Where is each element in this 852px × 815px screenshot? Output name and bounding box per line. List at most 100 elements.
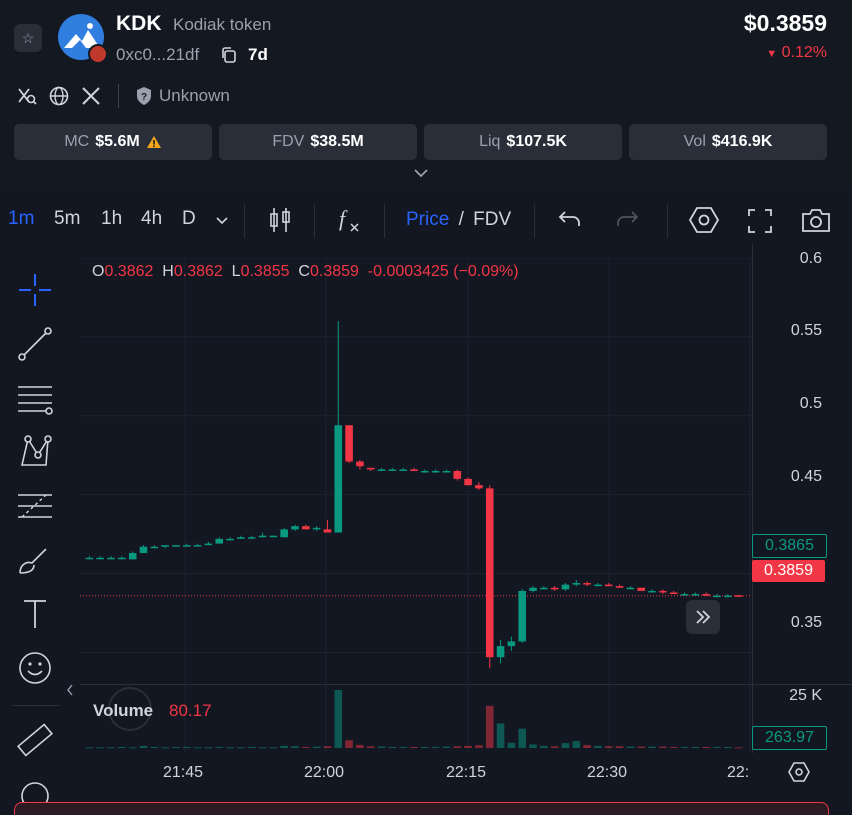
time-tick: 22:00	[304, 764, 345, 781]
price-toggle[interactable]: Price	[406, 209, 450, 230]
candle-body	[453, 471, 462, 479]
volume-bar	[680, 746, 689, 748]
search-x-icon[interactable]	[16, 85, 38, 107]
volume-tick: 25 K	[789, 687, 822, 704]
fullscreen-icon[interactable]	[746, 207, 774, 235]
volume-bar	[237, 747, 245, 749]
interval-1h[interactable]: 1h	[101, 208, 123, 229]
candle-body	[496, 646, 505, 658]
bottom-panel-edge	[14, 802, 829, 815]
stat-liq[interactable]: Liq $107.5K	[424, 124, 622, 160]
stat-mc[interactable]: MC $5.6M	[14, 124, 212, 160]
audit-status[interactable]: ? Unknown	[135, 86, 230, 106]
volume-bar	[312, 746, 321, 748]
volume-bar	[431, 746, 440, 748]
audit-status-label: Unknown	[159, 86, 230, 105]
candle-body	[518, 590, 526, 642]
camera-icon[interactable]	[800, 206, 832, 234]
interval-d[interactable]: D	[182, 208, 196, 229]
candlestick-chart[interactable]	[80, 258, 752, 753]
volume-bar	[648, 746, 656, 748]
ohlc-legend: O0.3862 H0.3862 L0.3855 C0.3859 -0.00034…	[92, 263, 519, 281]
fdv-toggle[interactable]: FDV	[473, 209, 512, 230]
stat-value: $5.6M	[95, 133, 140, 150]
price-fdv-toggle[interactable]: Price / FDV	[406, 209, 511, 231]
indicators-icon[interactable]: f	[336, 204, 364, 236]
toolbar-divider	[244, 204, 245, 238]
candle-body	[464, 478, 472, 486]
price-tick: 0.45	[790, 468, 822, 485]
redo-icon[interactable]	[614, 208, 640, 230]
pattern-icon[interactable]	[16, 433, 54, 471]
candle-body	[334, 425, 343, 533]
ruler-icon[interactable]	[16, 721, 54, 759]
stat-key: Liq	[479, 133, 501, 150]
candle-body	[215, 538, 224, 544]
volume-bar	[615, 746, 624, 748]
volume-bar	[247, 746, 256, 748]
interval-1m[interactable]: 1m	[8, 208, 35, 229]
candle-body	[723, 595, 732, 598]
current-price-tag: 0.3859	[752, 560, 825, 582]
candle-body	[345, 425, 353, 462]
stat-fdv[interactable]: FDV $38.5M	[219, 124, 417, 160]
volume-bar	[150, 746, 159, 748]
chevron-down-icon[interactable]	[412, 166, 430, 180]
interval-4h[interactable]: 4h	[141, 208, 163, 229]
candle-body	[507, 641, 516, 647]
price-tick: 0.6	[799, 250, 822, 267]
candle-body	[323, 529, 332, 533]
volume-label: Volume	[93, 701, 154, 720]
volume-bar	[96, 747, 105, 749]
stat-vol[interactable]: Vol $416.9K	[629, 124, 827, 160]
candle-body	[421, 471, 429, 473]
collapse-chevron-icon[interactable]	[66, 683, 74, 697]
volume-bar	[345, 740, 353, 748]
time-tick: 21:45	[163, 764, 204, 781]
copy-icon[interactable]	[220, 46, 238, 64]
divider	[118, 84, 119, 108]
crosshair-icon[interactable]	[16, 271, 54, 309]
settings-hex-icon[interactable]	[688, 206, 720, 234]
candles-icon[interactable]	[268, 206, 292, 234]
volume-bar	[540, 745, 548, 748]
volume-bar	[161, 747, 169, 749]
ohlc-high: 0.3862	[173, 263, 223, 280]
horizontal-lines-icon[interactable]	[16, 379, 54, 417]
token-logo	[58, 14, 104, 60]
interval-5m[interactable]: 5m	[54, 208, 81, 229]
favorite-star-button[interactable]: ☆	[14, 24, 42, 52]
axis-settings-icon[interactable]	[787, 760, 811, 784]
volume-bar	[572, 740, 581, 748]
fib-retracement-icon[interactable]	[16, 487, 54, 525]
volume-bar	[334, 690, 343, 748]
globe-icon[interactable]	[48, 85, 70, 107]
volume-bar	[475, 745, 483, 748]
candle-body	[431, 471, 440, 473]
token-price: $0.3859	[743, 10, 827, 36]
volume-bar	[626, 746, 635, 748]
price-change: ▼ 0.12%	[766, 44, 827, 62]
text-tool-icon[interactable]	[16, 595, 54, 633]
volume-bar	[128, 747, 137, 749]
brush-icon[interactable]	[16, 541, 54, 579]
volume-bar	[377, 746, 386, 748]
candle-body	[594, 584, 602, 587]
x-twitter-icon[interactable]	[80, 85, 102, 107]
emoji-icon[interactable]	[16, 649, 54, 687]
volume-bar	[637, 746, 645, 748]
interval-dropdown-icon[interactable]	[215, 216, 229, 226]
candle-body	[302, 526, 310, 530]
undo-icon[interactable]	[557, 208, 583, 230]
toolbar-divider	[384, 204, 385, 238]
candle-body	[648, 590, 656, 593]
time-tick: 22:15	[446, 764, 487, 781]
scroll-to-realtime-button[interactable]	[686, 600, 720, 634]
candle-body	[583, 583, 591, 585]
candle-body	[247, 537, 256, 539]
trend-line-icon[interactable]	[16, 325, 54, 363]
stat-key: FDV	[272, 133, 305, 150]
volume-bar	[583, 745, 591, 748]
stat-value: $416.9K	[711, 133, 773, 150]
candle-body	[85, 557, 94, 560]
